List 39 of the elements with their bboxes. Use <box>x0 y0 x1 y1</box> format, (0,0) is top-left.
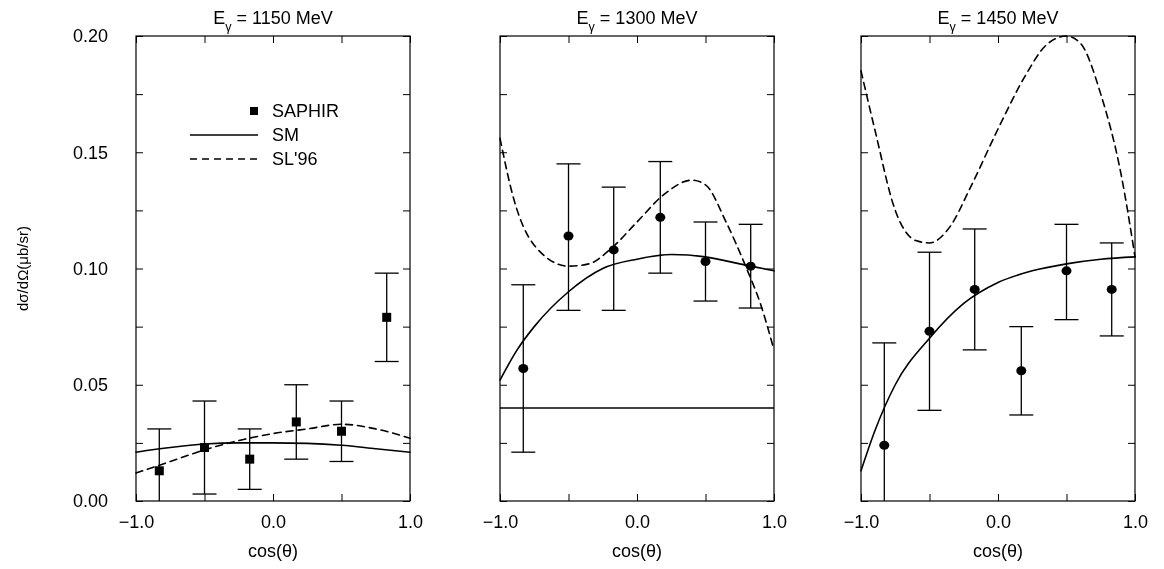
chart-title: E$_{γ}$ = 1450 MeV <box>937 8 1059 34</box>
point <box>969 284 980 294</box>
x-tick-label: 1.0 <box>761 511 788 532</box>
y-axis-title: dσ/dΩ(μb/sr) <box>14 226 31 311</box>
legend-label: SAPHIR <box>272 101 340 121</box>
x-tick-label: −1.0 <box>118 511 155 532</box>
point <box>655 212 666 222</box>
y-tick-label: 0.05 <box>72 375 108 396</box>
point <box>337 426 346 436</box>
point <box>700 257 711 267</box>
x-tick-label: −1.0 <box>482 511 519 532</box>
y-tick-label: 0.00 <box>72 491 108 512</box>
point <box>879 440 890 450</box>
point <box>154 466 164 476</box>
x-axis-title: cos(θ) <box>611 541 663 561</box>
point <box>924 326 935 336</box>
y-tick-label: 0.15 <box>72 142 108 163</box>
chart-title: E$_{γ}$ = 1150 MeV <box>213 8 333 34</box>
x-tick-label: 1.0 <box>397 511 424 532</box>
x-tick-label: 1.0 <box>1122 511 1149 532</box>
point <box>382 312 392 322</box>
x-axis-title: cos(θ) <box>247 541 299 561</box>
point <box>1061 266 1072 276</box>
x-tick-label: 0.0 <box>624 511 651 532</box>
x-tick-label: 0.0 <box>260 511 287 532</box>
point <box>1106 284 1117 294</box>
point <box>1016 366 1027 376</box>
legend-label: SM <box>272 125 299 145</box>
y-tick-label: 0.10 <box>72 258 108 279</box>
point <box>518 363 529 373</box>
legend-label: SL'96 <box>272 149 318 169</box>
x-tick-label: −1.0 <box>843 511 880 532</box>
y-tick-label: 0.20 <box>72 26 108 47</box>
point <box>245 454 255 464</box>
chart-title: E$_{γ}$ = 1300 MeV <box>576 8 698 34</box>
x-tick-label: 0.0 <box>985 511 1012 532</box>
point <box>291 417 301 427</box>
point <box>563 231 574 241</box>
x-axis-title: cos(θ) <box>972 541 1024 561</box>
